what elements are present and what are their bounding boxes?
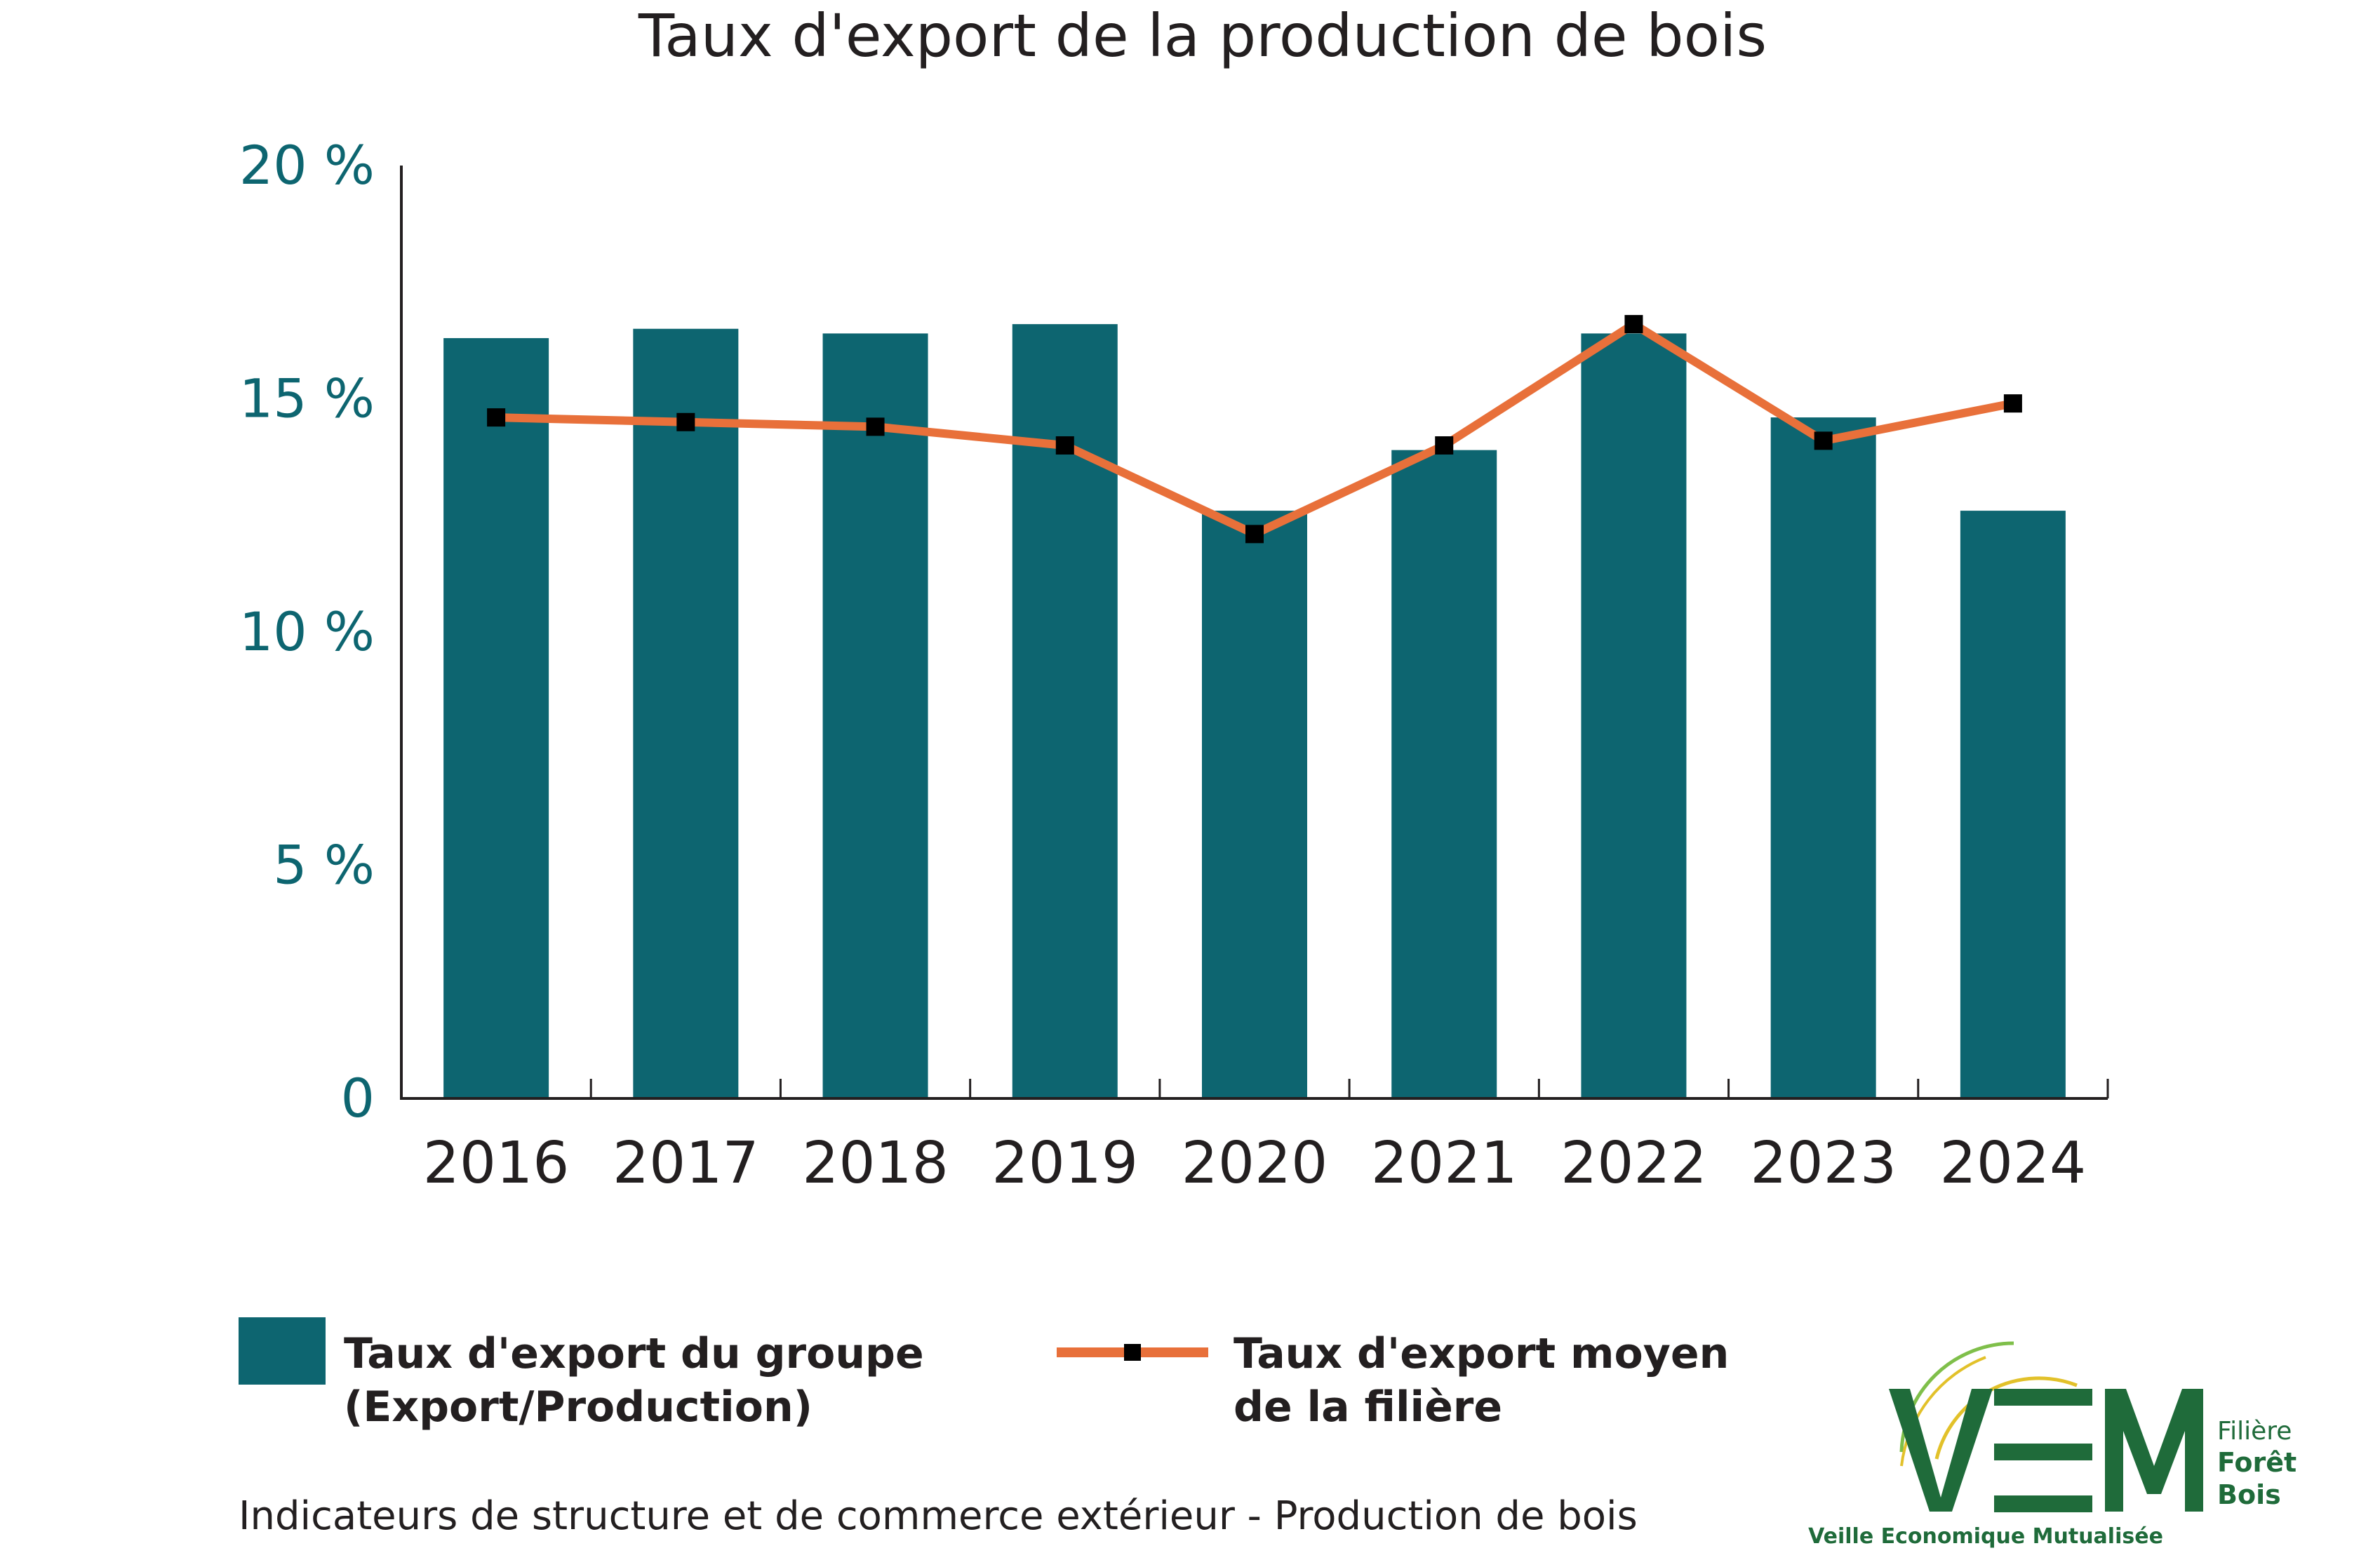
bar-2017 [633, 328, 739, 1098]
line-point-2020 [1245, 525, 1264, 544]
line-point-2023 [1814, 431, 1833, 450]
source-note: Indicateurs de structure et de commerce … [239, 1493, 1638, 1539]
line-point-2018 [866, 417, 885, 436]
logo-line-3: Bois [2217, 1479, 2281, 1510]
logo-letter-e-bottom [1994, 1495, 2092, 1512]
x-tick-label: 2021 [1371, 1130, 1518, 1197]
logo-letter-m [2105, 1389, 2203, 1512]
legend-bar-swatch [239, 1317, 326, 1385]
x-tick-label: 2016 [423, 1130, 570, 1197]
legend-bar-label-line2: (Export/Production) [344, 1383, 813, 1432]
bar-2016 [443, 338, 549, 1098]
logo-line-1: Filière [2217, 1417, 2292, 1446]
x-tick-marks [589, 1079, 2109, 1098]
axes [400, 166, 2108, 1100]
y-tick-label: 0 [341, 1067, 375, 1129]
legend-bar-label-line1: Taux d'export du groupe [344, 1329, 924, 1378]
x-tick-label: 2019 [991, 1130, 1138, 1197]
x-tick-labels: 2016 2017 2018 2019 2020 2021 2022 2023 2024 [423, 1130, 2086, 1197]
vem-logo: Filière Forêt Bois Veille Economique Mut… [1808, 1341, 2297, 1549]
y-tick-label: 10 % [239, 600, 375, 663]
x-tick-label: 2024 [1940, 1130, 2087, 1197]
logo-letter-e-mid [1994, 1444, 2092, 1460]
x-tick-label: 2018 [802, 1130, 949, 1197]
y-tick-label: 15 % [239, 368, 375, 430]
x-tick-label: 2020 [1182, 1130, 1328, 1197]
y-tick-label: 5 % [273, 834, 375, 896]
bar-2022 [1581, 333, 1687, 1098]
y-tick-labels: 0 5 % 10 % 15 % 20 % [239, 134, 375, 1129]
bar-2020 [1202, 511, 1307, 1098]
line-series [487, 315, 2022, 544]
bar-2024 [1960, 511, 2066, 1098]
line-point-2016 [487, 408, 506, 427]
legend-line-marker [1124, 1344, 1141, 1361]
logo-tagline: Veille Economique Mutualisée [1808, 1524, 2163, 1549]
legend-line-label-line2: de la filière [1234, 1383, 1502, 1432]
x-tick-label: 2017 [613, 1130, 759, 1197]
bar-2023 [1770, 417, 1876, 1098]
logo-letter-e-top [1994, 1389, 2092, 1406]
bar-2018 [822, 333, 928, 1098]
logo-arc-yellow-2 [1900, 1356, 1986, 1467]
bar-2021 [1391, 450, 1497, 1098]
x-tick-label: 2023 [1750, 1130, 1897, 1197]
logo-letter-v [1889, 1389, 1993, 1512]
line-point-2024 [2003, 394, 2022, 413]
chart-title: Taux d'export de la production de bois [638, 1, 1767, 70]
line-point-2017 [676, 412, 695, 431]
line-point-2021 [1435, 436, 1454, 455]
legend-line-label-line1: Taux d'export moyen [1234, 1329, 1729, 1378]
line-point-2019 [1055, 436, 1074, 455]
logo-line-2: Forêt [2217, 1447, 2297, 1478]
x-tick-label: 2022 [1560, 1130, 1707, 1197]
line-point-2022 [1624, 315, 1643, 334]
legend: Taux d'export du groupe (Export/Producti… [239, 1317, 1729, 1432]
y-tick-label: 20 % [239, 134, 375, 196]
